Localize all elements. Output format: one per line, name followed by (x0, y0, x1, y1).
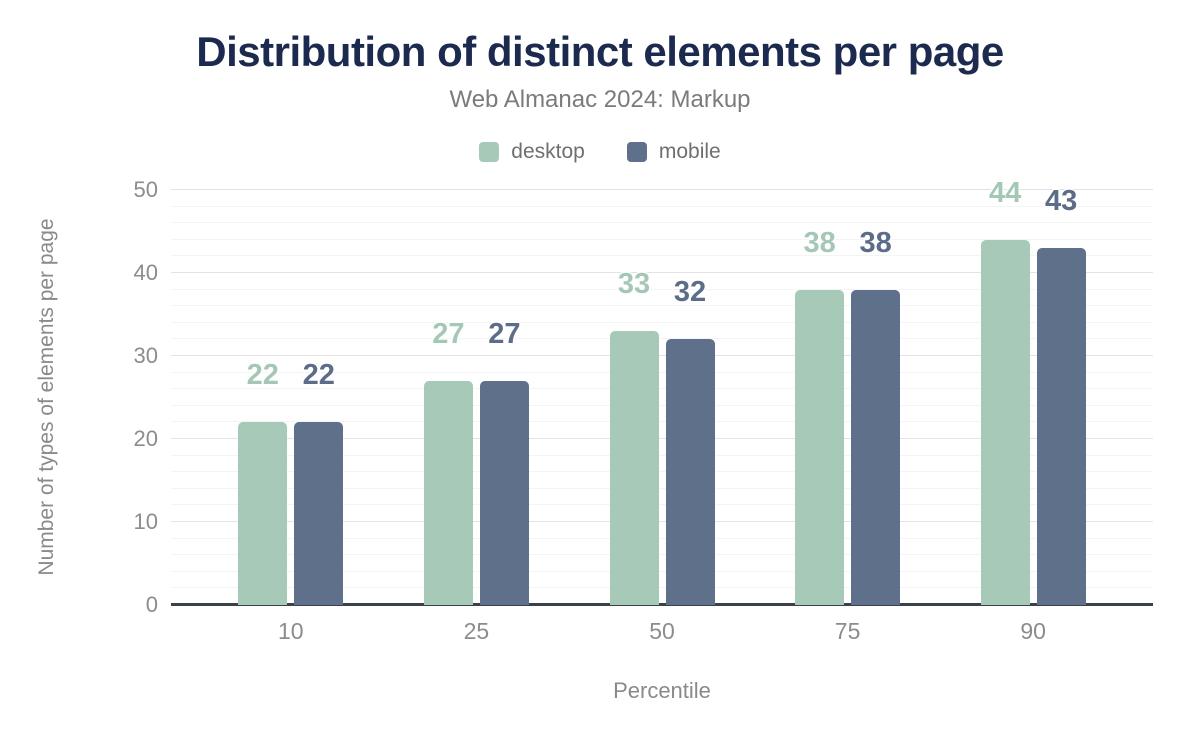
gridline-minor (171, 570, 1153, 572)
gridline-major (171, 189, 1153, 190)
value-label-mobile-p50: 32 (673, 276, 707, 309)
legend-item-mobile[interactable]: mobile (626, 140, 721, 164)
gridline-minor (171, 255, 1153, 257)
gridline-minor (171, 222, 1153, 224)
gridline-minor (171, 388, 1153, 390)
y-tick-label: 50 (133, 177, 158, 202)
gridline-minor (171, 454, 1153, 456)
value-label-mobile-p25: 27 (488, 317, 521, 350)
gridline-major (171, 521, 1153, 522)
y-tick-label: 30 (133, 343, 158, 368)
mobile-swatch-icon (626, 142, 647, 162)
y-tick-label: 40 (133, 260, 158, 285)
gridline-minor (171, 205, 1153, 207)
bar-desktop-p10 (238, 422, 288, 605)
chart-subtitle: Web Almanac 2024: Markup (449, 86, 751, 113)
gridline-major (171, 355, 1153, 356)
plot-area (171, 189, 1153, 605)
gridline-minor (171, 504, 1153, 506)
gridline-minor (171, 404, 1153, 406)
gridline-minor (171, 321, 1153, 323)
bar-mobile-p75 (851, 289, 901, 605)
x-tick-label: 75 (834, 618, 861, 644)
gridline-major (171, 438, 1153, 439)
value-label-desktop-p75: 38 (803, 226, 836, 259)
gridline-minor (171, 471, 1153, 473)
bar-desktop-p90 (980, 239, 1030, 605)
x-axis-title: Percentile (613, 678, 711, 703)
gridline-minor (171, 554, 1153, 556)
gridline-minor (171, 587, 1153, 589)
legend-label-desktop: desktop (511, 140, 585, 163)
gridline-minor (171, 305, 1153, 307)
x-axis-line (171, 603, 1153, 606)
x-tick-label: 50 (649, 618, 675, 644)
bar-desktop-p50 (609, 331, 659, 605)
desktop-swatch-icon (479, 142, 500, 162)
gridline-minor (171, 288, 1153, 290)
gridline-minor (171, 421, 1153, 423)
gridline-minor (171, 338, 1153, 340)
gridline-minor (171, 371, 1153, 373)
gridline-major (171, 272, 1153, 273)
bar-desktop-p25 (423, 380, 473, 605)
value-label-mobile-p75: 38 (859, 226, 892, 259)
value-label-desktop-p90: 44 (989, 176, 1022, 209)
y-tick-label: 10 (133, 509, 158, 534)
chart-title: Distribution of distinct elements per pa… (196, 28, 1004, 75)
legend-label-mobile: mobile (658, 140, 721, 163)
bar-mobile-p90 (1036, 248, 1086, 605)
x-tick-label: 25 (463, 618, 490, 644)
value-label-mobile-p10: 22 (302, 359, 335, 392)
legend: desktop mobile (0, 140, 1200, 164)
bar-desktop-p75 (795, 289, 845, 605)
gridline-minor (171, 487, 1153, 489)
x-tick-label: 90 (1020, 618, 1046, 644)
y-tick-label: 0 (145, 592, 158, 617)
value-label-desktop-p50: 33 (617, 268, 651, 301)
value-label-mobile-p90: 43 (1045, 185, 1078, 218)
legend-item-desktop[interactable]: desktop (479, 140, 585, 164)
x-tick-label: 10 (278, 618, 304, 644)
y-tick-label: 20 (133, 426, 158, 451)
value-label-desktop-p25: 27 (432, 317, 465, 350)
value-label-desktop-p10: 22 (246, 359, 279, 392)
bar-mobile-p10 (294, 422, 344, 605)
bar-mobile-p50 (665, 339, 715, 605)
gridline-minor (171, 238, 1153, 240)
bar-mobile-p25 (479, 380, 529, 605)
gridline-minor (171, 537, 1153, 539)
